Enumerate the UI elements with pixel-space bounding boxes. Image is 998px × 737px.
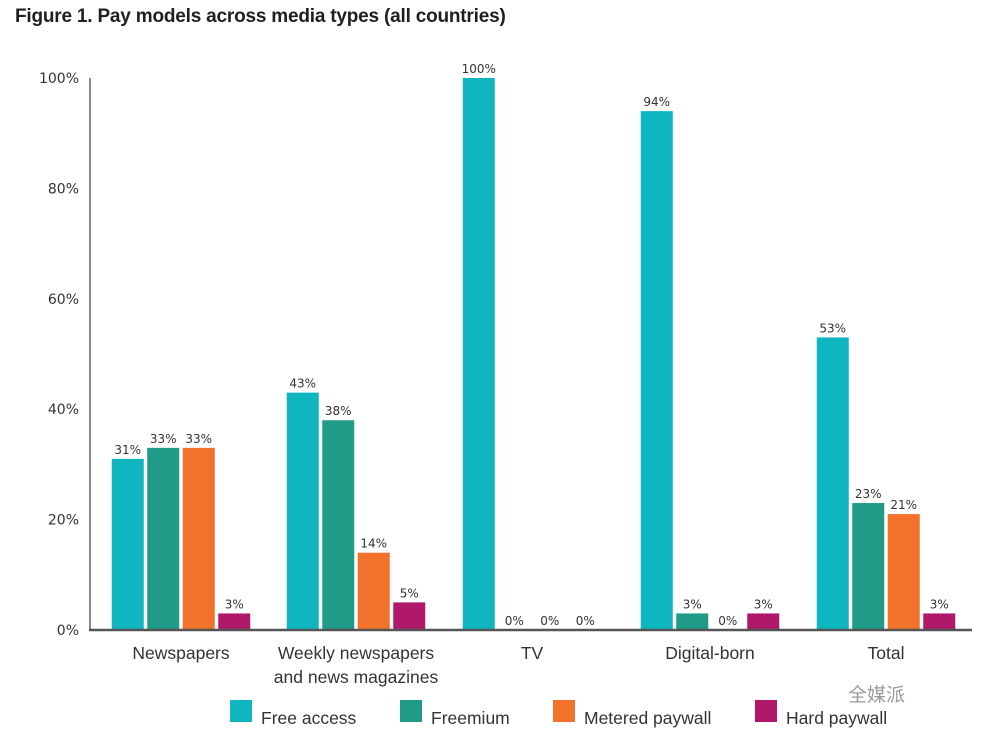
y-tick-label: 80% [48,181,79,197]
legend-label: Free access [261,708,357,728]
bar-metered-paywall [887,514,920,630]
watermark: 全媒派 [848,684,906,706]
data-label: 94% [643,95,670,109]
data-label: 3% [754,597,773,611]
category-label: TV [521,643,544,663]
data-label: 23% [855,487,882,501]
bar-metered-paywall [357,552,390,630]
bar-hard-paywall [747,613,780,630]
legend-item: Free access [230,700,357,728]
y-tick-label: 100% [39,71,79,87]
bar-freemium [852,503,885,630]
legend-swatch [553,700,575,722]
bar-hard-paywall [393,602,426,630]
data-label: 0% [540,614,559,628]
bar-free-access [640,111,673,631]
data-label: 0% [505,614,524,628]
data-label: 53% [819,321,846,335]
y-tick-label: 60% [48,292,79,308]
category-label: and news magazines [274,667,439,687]
legend-swatch [230,700,252,722]
category-label: Digital-born [665,643,754,663]
data-label: 100% [462,62,496,76]
bar-free-access [111,458,144,630]
legend-item: Hard paywall [755,700,887,728]
chart-title: Figure 1. Pay models across media types … [15,6,506,27]
bar-metered-paywall [182,447,215,630]
bar-free-access [462,78,495,630]
data-label: 43% [289,377,316,391]
data-label: 33% [185,432,212,446]
data-label: 0% [576,614,595,628]
data-label: 14% [360,537,387,551]
bars [111,78,956,631]
legend-label: Hard paywall [786,708,887,728]
legend-label: Metered paywall [584,708,711,728]
bar-hard-paywall [923,613,956,630]
data-labels: 31% 33% 33% 3% 43% 38% 14% 5% 100% 0% 0% 0% 94% 3% 0% 3… [114,62,948,628]
y-axis-ticks: 0% 20% 40% 60% 80% 100% [39,71,79,639]
y-tick-label: 20% [48,513,79,529]
legend-item: Freemium [400,700,510,728]
data-label: 3% [225,597,244,611]
data-label: 3% [930,597,949,611]
legend-item: Metered paywall [553,700,711,728]
data-label: 0% [718,614,737,628]
data-label: 21% [890,498,917,512]
data-label: 38% [325,404,352,418]
legend: Free access Freemium Metered paywall Hard p… [230,700,887,728]
data-label: 5% [400,586,419,600]
bar-freemium [676,613,709,630]
bar-free-access [816,337,849,630]
category-label: Weekly newspapers [278,643,435,663]
category-labels: Newspapers Weekly newspapers and news maga… [132,643,904,687]
category-label: Newspapers [132,643,230,663]
data-label: 33% [150,432,177,446]
bar-hard-paywall [218,613,251,630]
data-label: 3% [683,597,702,611]
data-label: 31% [114,443,141,457]
bar-free-access [286,392,319,630]
y-tick-label: 40% [48,402,79,418]
category-label: Total [868,643,905,663]
bar-freemium [147,447,180,630]
legend-swatch [400,700,422,722]
bar-freemium [322,420,355,630]
legend-swatch [755,700,777,722]
y-tick-label: 0% [57,623,79,639]
legend-label: Freemium [431,708,510,728]
